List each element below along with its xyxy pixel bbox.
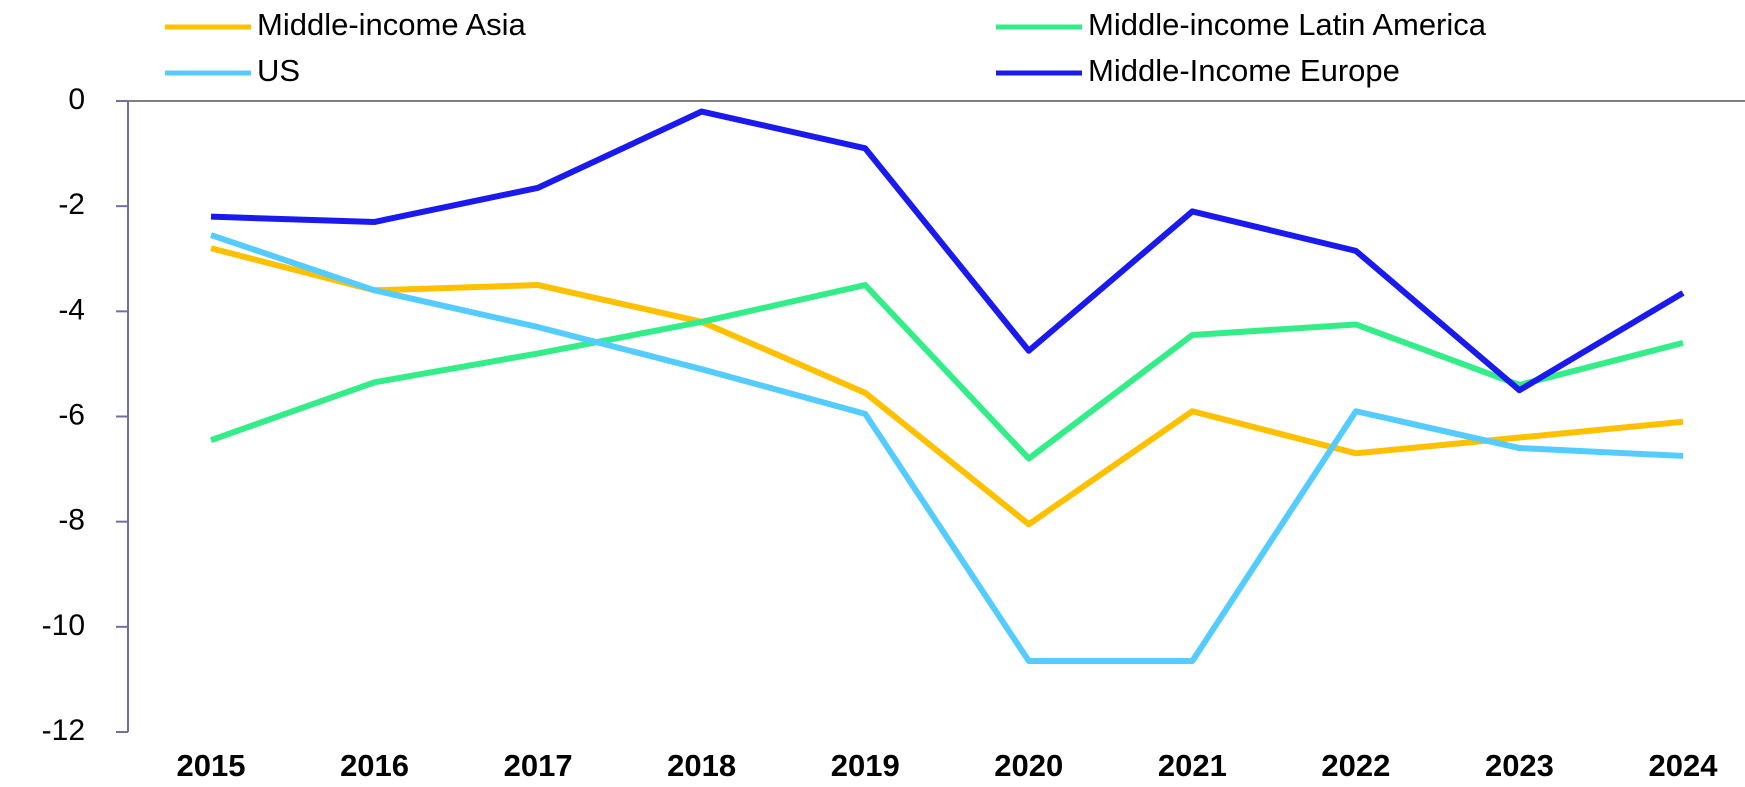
legend-label: Middle-Income Europe: [1088, 53, 1400, 88]
x-tick-label: 2018: [667, 748, 736, 782]
x-tick-label: 2015: [177, 748, 246, 782]
series-line: [210, 108, 1685, 394]
x-tick-label: 2021: [1158, 748, 1227, 782]
legend-label: Middle-income Asia: [257, 7, 527, 42]
x-tick-label: 2022: [1321, 748, 1390, 782]
y-tick-label: 0: [68, 83, 85, 116]
y-tick-label: -12: [42, 714, 85, 747]
y-tick-label: -2: [58, 188, 85, 221]
x-tick-label: 2017: [504, 748, 573, 782]
y-tick-label: -6: [58, 398, 85, 431]
series-line: [210, 232, 1684, 665]
y-tick-label: -8: [58, 504, 85, 537]
x-tick-label: 2019: [831, 748, 900, 782]
legend-label: US: [257, 53, 300, 88]
x-tick-label: 2023: [1485, 748, 1554, 782]
y-tick-label: -10: [42, 609, 85, 642]
legend-label: Middle-income Latin America: [1088, 7, 1487, 42]
x-tick-label: 2016: [340, 748, 409, 782]
y-tick-label: -4: [58, 293, 85, 326]
x-tick-label: 2024: [1649, 748, 1719, 782]
series-line: [210, 245, 1684, 528]
x-tick-label: 2020: [994, 748, 1063, 782]
series-line: [209, 282, 1684, 462]
